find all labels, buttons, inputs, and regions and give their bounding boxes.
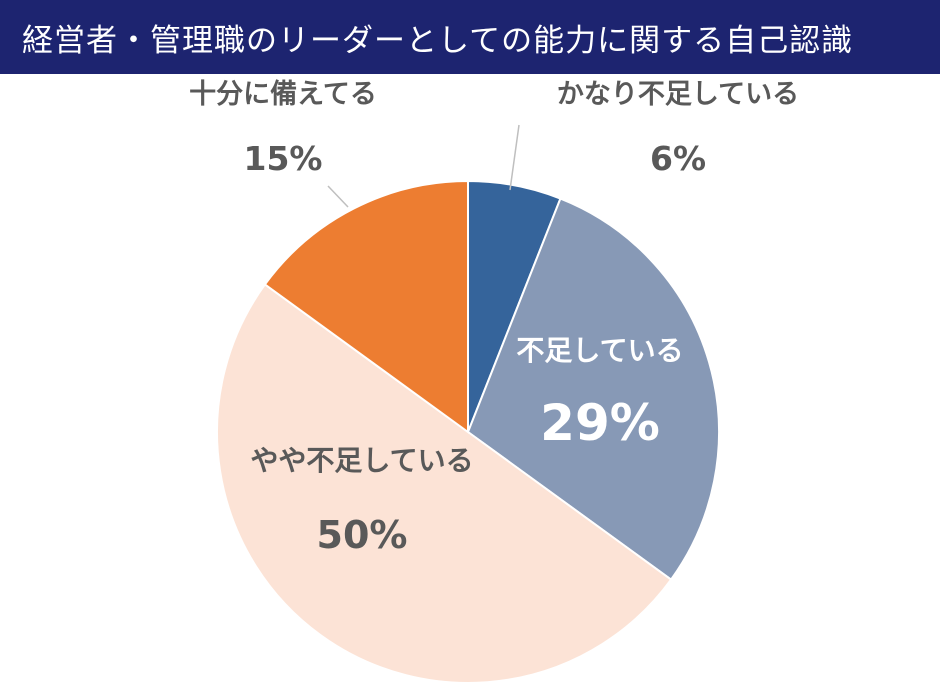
leader-lines	[327, 124, 520, 208]
slice-value-1: 6%	[650, 139, 706, 178]
slice-value-2: 29%	[540, 394, 660, 452]
leader-line-1	[509, 124, 520, 191]
slice-label-1: かなり不足している	[557, 79, 799, 110]
pie-slice-2	[466, 197, 720, 581]
slice-label-2: 不足している	[516, 334, 683, 367]
leader-line-4	[327, 185, 349, 208]
slice-label-3: やや不足している	[250, 444, 473, 477]
slice-label-4: 十分に備えてる	[189, 78, 377, 110]
slice-labels: かなり不足している 6% 不足している 29% やや不足している 50% 十分に備えてる 15…	[189, 78, 799, 557]
title-bar: 経営者・管理職のリーダーとしての能力に関する自己認識	[0, 0, 940, 74]
slice-value-4: 15%	[244, 139, 323, 178]
chart-title: 経営者・管理職のリーダーとしての能力に関する自己認識	[22, 22, 854, 59]
pie-slices	[216, 179, 720, 684]
pie-slice-3	[216, 283, 673, 684]
slice-value-3: 50%	[317, 513, 408, 557]
pie-slice-4	[263, 179, 469, 434]
